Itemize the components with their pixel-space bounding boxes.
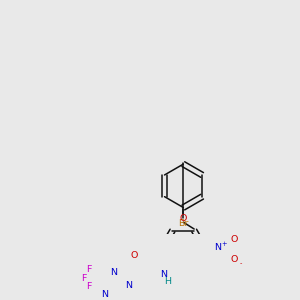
Text: O: O [230, 235, 237, 244]
Text: -: - [239, 260, 242, 266]
Text: Br: Br [178, 219, 188, 228]
Text: O: O [130, 251, 137, 260]
Text: N: N [214, 243, 221, 252]
Text: N: N [101, 290, 108, 299]
Text: F: F [81, 274, 87, 284]
Text: N: N [126, 281, 133, 290]
Text: F: F [86, 265, 92, 274]
Text: O: O [180, 214, 187, 223]
Text: F: F [86, 282, 92, 291]
Text: +: + [221, 241, 226, 247]
Text: H: H [164, 277, 171, 286]
Text: N: N [110, 268, 117, 277]
Text: N: N [160, 270, 167, 279]
Text: O: O [230, 255, 237, 264]
